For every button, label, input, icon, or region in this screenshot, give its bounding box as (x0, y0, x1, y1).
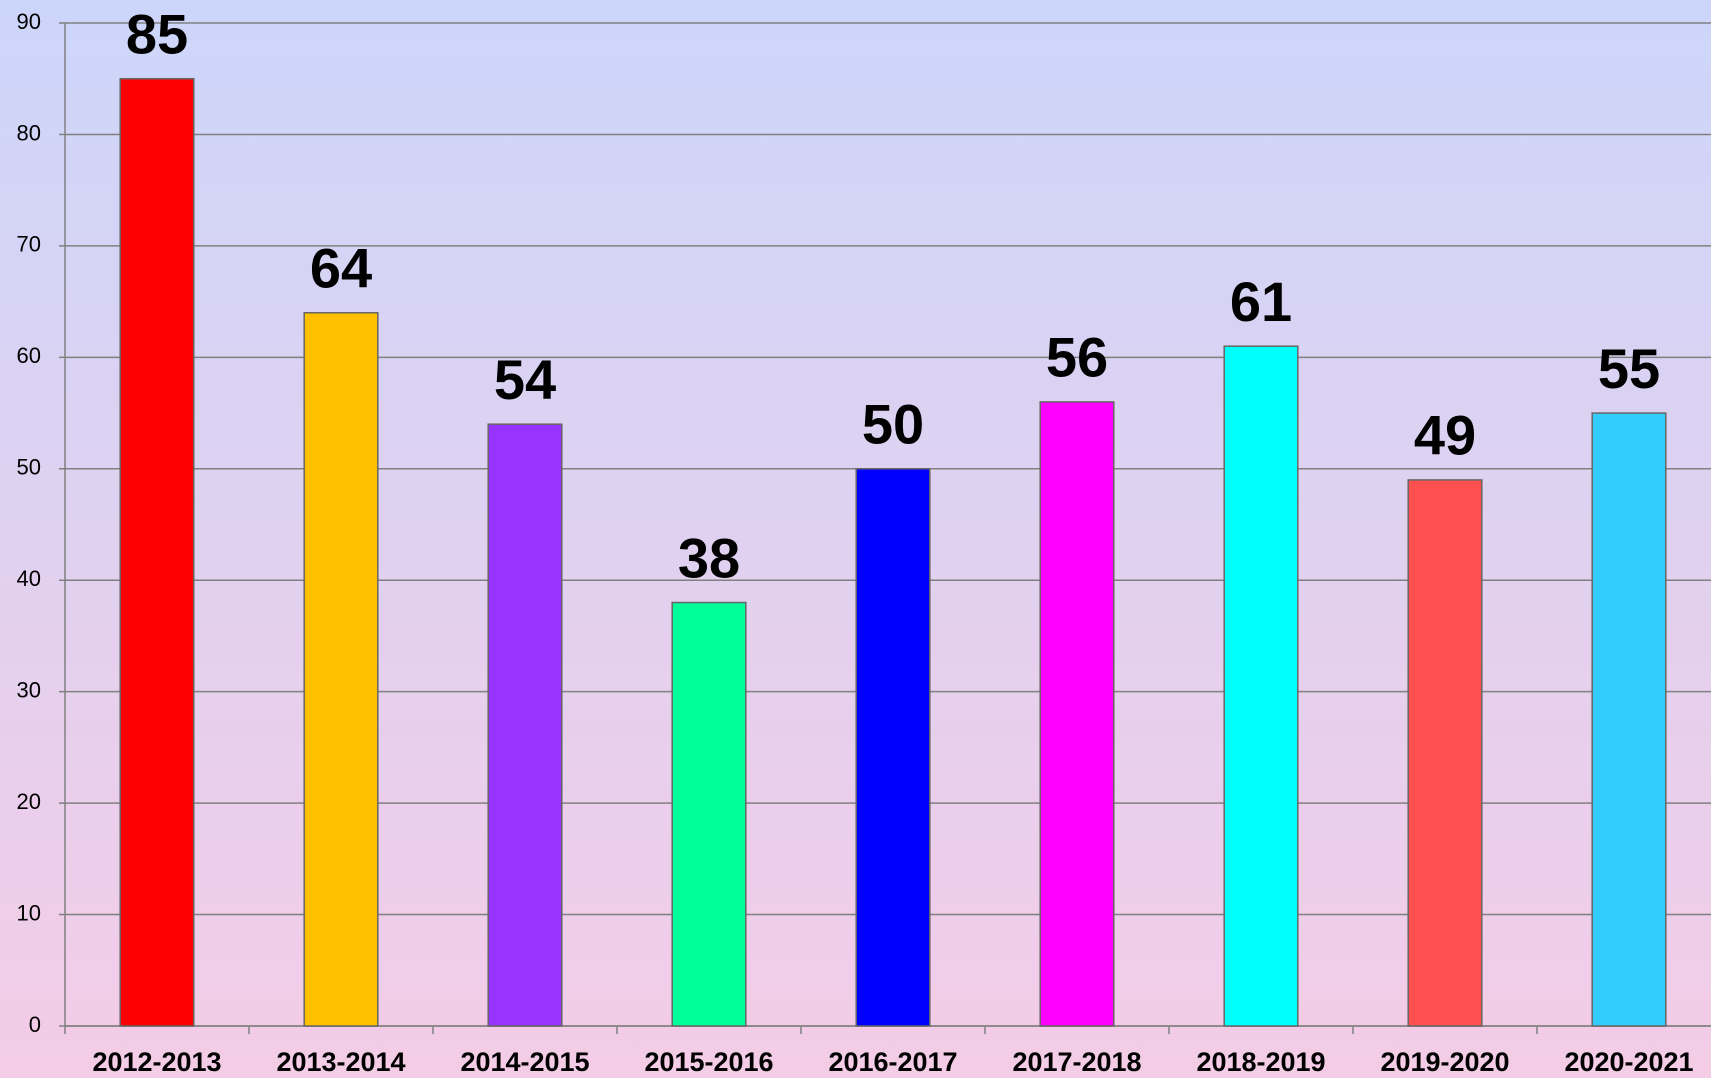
y-tick-label: 0 (29, 1012, 41, 1037)
x-tick-label: 2017-2018 (1012, 1047, 1141, 1077)
y-tick-label: 80 (17, 120, 41, 145)
x-tick-label: 2016-2017 (828, 1047, 957, 1077)
y-tick-label: 60 (17, 343, 41, 368)
bar (119, 77, 195, 1027)
y-tick-label: 50 (17, 455, 41, 480)
y-tick-label: 70 (17, 232, 41, 257)
y-tick-label: 30 (17, 677, 41, 702)
bar (1591, 412, 1667, 1027)
x-tick-label: 2020-2021 (1564, 1047, 1693, 1077)
bar (303, 312, 379, 1027)
bar (1039, 401, 1115, 1027)
y-tick-label: 40 (17, 566, 41, 591)
value-label: 64 (310, 237, 372, 300)
value-label: 49 (1414, 404, 1476, 467)
y-tick-label: 90 (17, 9, 41, 34)
bar (855, 468, 931, 1027)
value-label: 55 (1598, 337, 1660, 400)
value-label: 61 (1230, 270, 1292, 333)
bar (1407, 479, 1483, 1027)
value-label: 50 (862, 393, 924, 456)
bar (671, 601, 747, 1027)
value-label: 38 (678, 526, 740, 589)
value-label: 56 (1046, 326, 1108, 389)
x-tick-label: 2018-2019 (1196, 1047, 1325, 1077)
x-tick-label: 2012-2013 (92, 1047, 221, 1077)
bar (1223, 345, 1299, 1027)
value-label: 85 (126, 3, 188, 66)
x-tick-label: 2019-2020 (1380, 1047, 1509, 1077)
x-tick-label: 2015-2016 (644, 1047, 773, 1077)
y-tick-label: 20 (17, 789, 41, 814)
value-label: 54 (494, 348, 556, 411)
y-tick-label: 10 (17, 900, 41, 925)
x-tick-label: 2014-2015 (460, 1047, 589, 1077)
bar (487, 423, 563, 1027)
x-tick-label: 2013-2014 (276, 1047, 405, 1077)
